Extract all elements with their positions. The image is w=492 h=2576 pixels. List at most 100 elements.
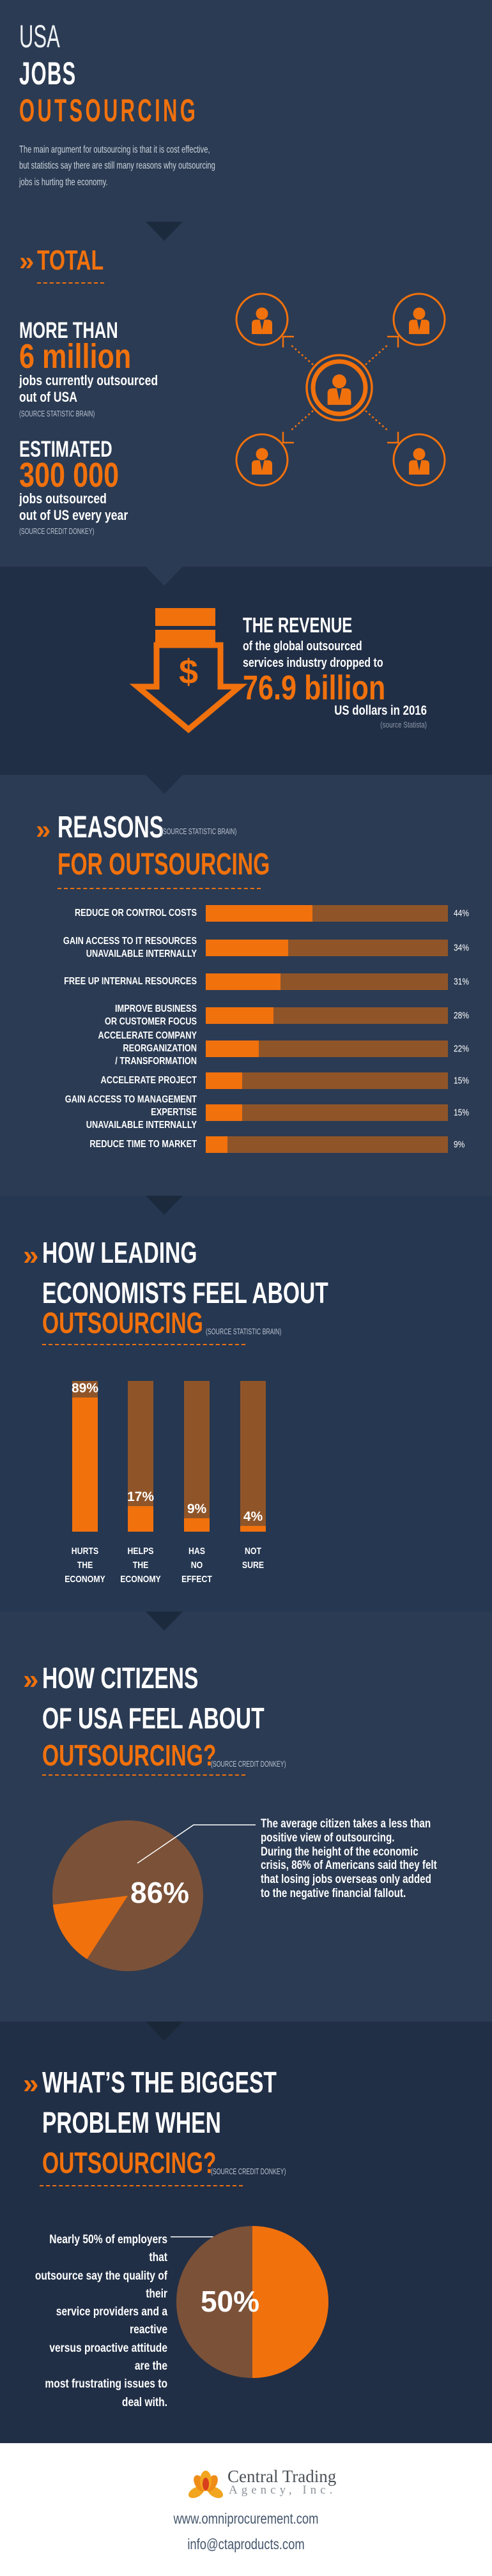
reason-bar-fill <box>206 1104 242 1121</box>
reasons-heading-underline <box>58 888 261 889</box>
citizens-source: (SOURCE CREDIT DONKEY) <box>211 1760 286 1769</box>
reason-bar-value: 31% <box>454 976 470 987</box>
citizens-heading2: OF USA FEEL ABOUT <box>42 1702 265 1735</box>
revenue-source: (source Statista) <box>380 720 427 729</box>
revenue-value: 76.9 billion <box>243 669 386 707</box>
chevron-right-icon: » <box>19 246 35 276</box>
intro-paragraph: The main argument for outsourcing is tha… <box>19 144 215 188</box>
reason-bar-value: 15% <box>454 1107 470 1118</box>
revenue-line2: of the global outsourced <box>243 639 362 653</box>
reason-bar-row: IMPROVE BUSINESS OR CUSTOMER FOCUS 28% <box>0 1003 492 1027</box>
section-notch-icon <box>146 775 183 794</box>
page-title-jobs: JOBS <box>19 56 77 91</box>
total-stat1-prefix: MORE THAN <box>19 318 118 343</box>
reason-bar-track <box>206 1136 448 1153</box>
page-title-outsourcing: OUTSOURCING <box>19 93 199 128</box>
reason-bar-fill <box>206 973 281 990</box>
reason-bar-value: 15% <box>454 1075 470 1086</box>
reason-bar-row: FREE UP INTERNAL RESOURCES 31% <box>0 973 492 990</box>
reason-bar-track <box>206 1040 448 1057</box>
economist-column-label: HELPS THE ECONOMY <box>120 1546 161 1585</box>
revenue-heading: THE REVENUE <box>243 613 353 637</box>
reason-bar-track <box>206 940 448 956</box>
section-notch-icon <box>146 1612 183 1631</box>
reason-bar-value: 22% <box>454 1043 470 1055</box>
reason-bar-label: FREE UP INTERNAL RESOURCES <box>64 976 197 987</box>
reason-bar-track <box>206 1104 448 1121</box>
reason-bar-fill <box>206 1136 228 1153</box>
citizens-callout-line <box>137 1824 256 1864</box>
footer-email-link[interactable]: info@ctaproducts.com <box>187 2536 305 2552</box>
page-title-usa: USA <box>19 19 60 54</box>
reason-bar-fill <box>206 1007 274 1024</box>
outsourcing-network-diagram <box>235 293 446 487</box>
section-notch-icon <box>146 222 183 241</box>
problem-note: Nearly 50% of employers that outsource s… <box>35 2232 167 2409</box>
reason-bar-label: ACCELERATE COMPANY REORGANIZATION / TRAN… <box>98 1030 197 1067</box>
lotus-logo-icon <box>188 2471 224 2499</box>
citizens-heading3: OUTSOURCING? <box>42 1739 217 1772</box>
economist-column-value: 89% <box>71 1380 99 1396</box>
economists-column-chart: 89% HURTS THE ECONOMY 17% HELPS THE ECONOMY… <box>0 1381 492 1598</box>
total-stat2-prefix: ESTIMATED <box>19 437 112 462</box>
reasons-source: (SOURCE STATISTIC BRAIN) <box>161 827 237 836</box>
economists-heading3: OUTSOURCING <box>42 1306 203 1339</box>
reason-bar-fill <box>206 905 312 922</box>
economist-column-value: 4% <box>243 1509 263 1524</box>
economist-column-fill <box>184 1518 210 1532</box>
problem-heading2: PROBLEM WHEN <box>42 2106 221 2139</box>
reason-bar-fill <box>206 1072 242 1089</box>
problem-pie-chart <box>176 2226 328 2378</box>
chevron-right-icon: » <box>23 1240 39 1271</box>
reason-bar-label: IMPROVE BUSINESS OR CUSTOMER FOCUS <box>104 1003 197 1027</box>
reasons-heading: REASONS <box>58 811 164 844</box>
reason-bar-fill <box>206 1040 259 1057</box>
total-heading: TOTAL <box>37 245 104 276</box>
economists-heading1: HOW LEADING <box>42 1236 197 1269</box>
economist-column-fill <box>72 1397 98 1532</box>
problem-source: (SOURCE CREDIT DONKEY) <box>211 2167 286 2176</box>
reason-bar-track <box>206 973 448 990</box>
economists-source: (SOURCE STATISTIC BRAIN) <box>206 1327 282 1336</box>
reason-bar-value: 9% <box>454 1139 465 1150</box>
economist-column-fill <box>240 1525 266 1532</box>
footer-website-link[interactable]: www.omniprocurement.com <box>173 2510 319 2527</box>
total-stat1-source: (SOURCE STATISTIC BRAIN) <box>19 409 95 418</box>
economist-column-value: 9% <box>187 1501 207 1516</box>
economist-column: 4% NOT SURE <box>240 1381 266 1571</box>
section-notch-icon <box>146 567 183 586</box>
section-notch-icon <box>146 2022 183 2041</box>
reason-bar-label: ACCELERATE PROJECT <box>100 1075 197 1086</box>
dollar-sign-glyph: $ <box>179 653 198 691</box>
revenue-line3: services industry dropped to <box>243 656 383 670</box>
reason-bar-track <box>206 1072 448 1089</box>
chevron-right-icon: » <box>23 2068 39 2100</box>
economists-heading-underline <box>42 1344 245 1345</box>
citizens-heading1: HOW CITIZENS <box>42 1661 199 1695</box>
total-stat2-source: (SOURCE CREDIT DONKEY) <box>19 527 95 536</box>
band-footer <box>0 2443 492 2576</box>
citizens-pie-chart <box>52 1820 203 1971</box>
economist-column-label: HURTS THE ECONOMY <box>65 1546 105 1585</box>
reason-bar-row: ACCELERATE COMPANY REORGANIZATION / TRAN… <box>0 1030 492 1067</box>
reason-bar-track <box>206 905 448 922</box>
economist-column: 89% HURTS THE ECONOMY <box>65 1381 105 1585</box>
reason-bar-label: REDUCE OR CONTROL COSTS <box>74 908 197 918</box>
reasons-heading2: FOR OUTSOURCING <box>58 848 270 881</box>
reason-bar-label: GAIN ACCESS TO MANAGEMENT EXPERTISE UNAV… <box>65 1094 197 1131</box>
economist-column-label: HAS NO EFFECT <box>181 1546 212 1585</box>
total-heading-underline <box>37 282 104 284</box>
reason-bar-value: 34% <box>454 942 470 954</box>
reason-bar-fill <box>206 940 288 956</box>
total-stat1-value: 6 million <box>19 337 132 376</box>
citizens-pie-value: 86% <box>130 1876 190 1909</box>
reason-bar-row: GAIN ACCESS TO IT RESOURCES UNAVAILABLE … <box>0 936 492 959</box>
problem-heading1: WHAT’S THE BIGGEST <box>42 2066 277 2099</box>
footer-logo-name: Central Trading <box>227 2467 337 2486</box>
reason-bar-value: 28% <box>454 1010 470 1021</box>
footer-logo-subname: Agency, Inc. <box>229 2483 337 2497</box>
reason-bar-row: REDUCE OR CONTROL COSTS 44% <box>0 905 492 922</box>
section-notch-icon <box>146 1196 183 1215</box>
economist-column-fill <box>128 1505 153 1532</box>
problem-heading-underline <box>40 2185 243 2186</box>
